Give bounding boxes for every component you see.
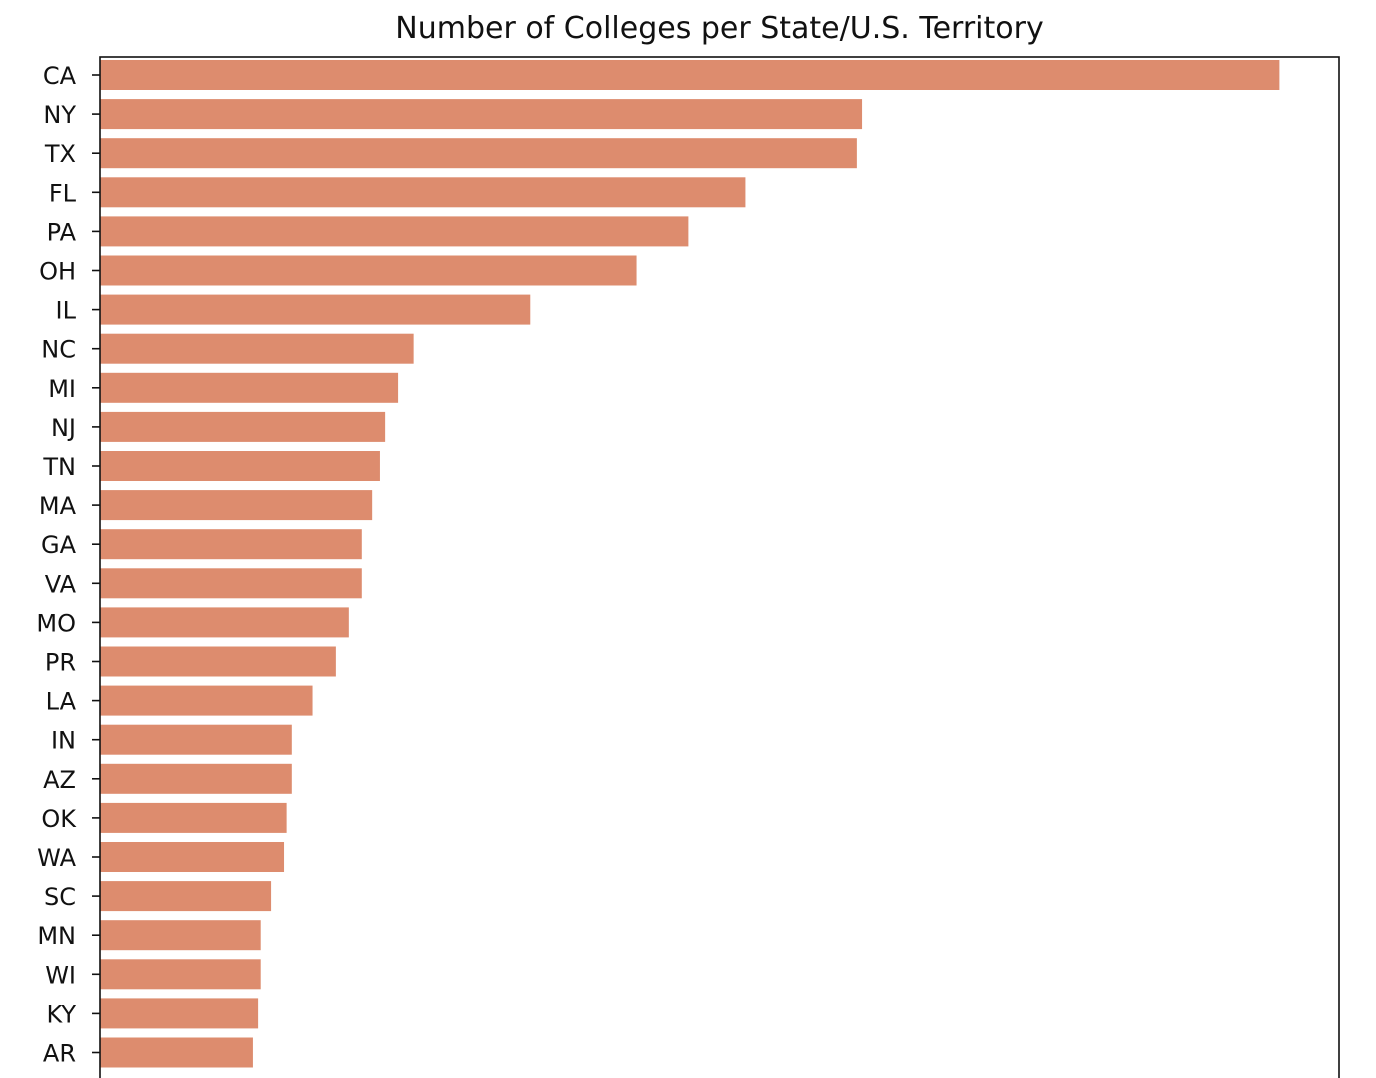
- y-tick-label: GA: [41, 531, 77, 559]
- bar-ok: [100, 802, 287, 833]
- bar-oh: [100, 255, 637, 286]
- y-tick-label: MO: [36, 609, 76, 637]
- bar-pa: [100, 216, 689, 247]
- y-axis-ticks: CA NY TX FL PA OH IL NC MI NJ TN MA GA VA MO PR LA IN AZ OK…: [36, 62, 100, 1068]
- bar-tx: [100, 138, 857, 169]
- y-tick-label: FL: [49, 179, 77, 207]
- bar-ca: [100, 60, 1280, 90]
- y-tick-label: WI: [45, 961, 76, 989]
- y-tick-label: PR: [45, 649, 76, 677]
- bar-ky: [100, 998, 259, 1029]
- bar-az: [100, 763, 292, 794]
- y-tick-label: IN: [51, 727, 76, 755]
- bar-ga: [100, 529, 362, 560]
- bar-wi: [100, 959, 261, 990]
- y-tick-label: KY: [46, 1000, 76, 1028]
- y-tick-label: AR: [43, 1040, 76, 1068]
- bar-mo: [100, 607, 349, 638]
- y-tick-label: NC: [41, 336, 76, 364]
- y-tick-label: OK: [41, 805, 77, 833]
- y-tick-label: MN: [37, 922, 76, 950]
- y-tick-label: TX: [44, 140, 76, 168]
- bar-wa: [100, 842, 285, 872]
- plot-frame: [99, 56, 1340, 1078]
- y-tick-label: AZ: [43, 766, 76, 794]
- y-tick-label: MA: [39, 492, 77, 520]
- bar-in: [100, 724, 292, 755]
- y-tick-label: LA: [46, 688, 77, 716]
- bar-la: [100, 685, 313, 716]
- y-tick-label: SC: [44, 883, 76, 911]
- bar-nc: [100, 333, 414, 364]
- bar-il: [100, 294, 531, 325]
- y-tick-label: TN: [42, 453, 76, 481]
- bar-pr: [100, 646, 336, 677]
- bar-nj: [100, 411, 386, 442]
- bar-ma: [100, 490, 373, 521]
- bar-ny: [100, 99, 863, 130]
- y-tick-label: IL: [56, 297, 77, 325]
- y-tick-label: NJ: [51, 414, 76, 442]
- chart-title: Number of Colleges per State/U.S. Territ…: [395, 11, 1043, 46]
- y-tick-label: PA: [47, 218, 77, 246]
- bar-fl: [100, 177, 746, 208]
- y-tick-label: VA: [45, 570, 77, 598]
- bar-mn: [100, 920, 261, 951]
- bar-sc: [100, 881, 272, 912]
- y-tick-label: WA: [37, 844, 76, 872]
- y-tick-label: OH: [39, 258, 76, 286]
- bar-tn: [100, 451, 380, 481]
- y-tick-label: CA: [43, 62, 77, 90]
- bar-ar: [100, 1037, 253, 1068]
- y-tick-label: NY: [43, 101, 76, 129]
- bar-mi: [100, 372, 399, 403]
- bar-va: [100, 568, 362, 599]
- y-tick-label: MI: [48, 375, 76, 403]
- bars: [100, 60, 1280, 1068]
